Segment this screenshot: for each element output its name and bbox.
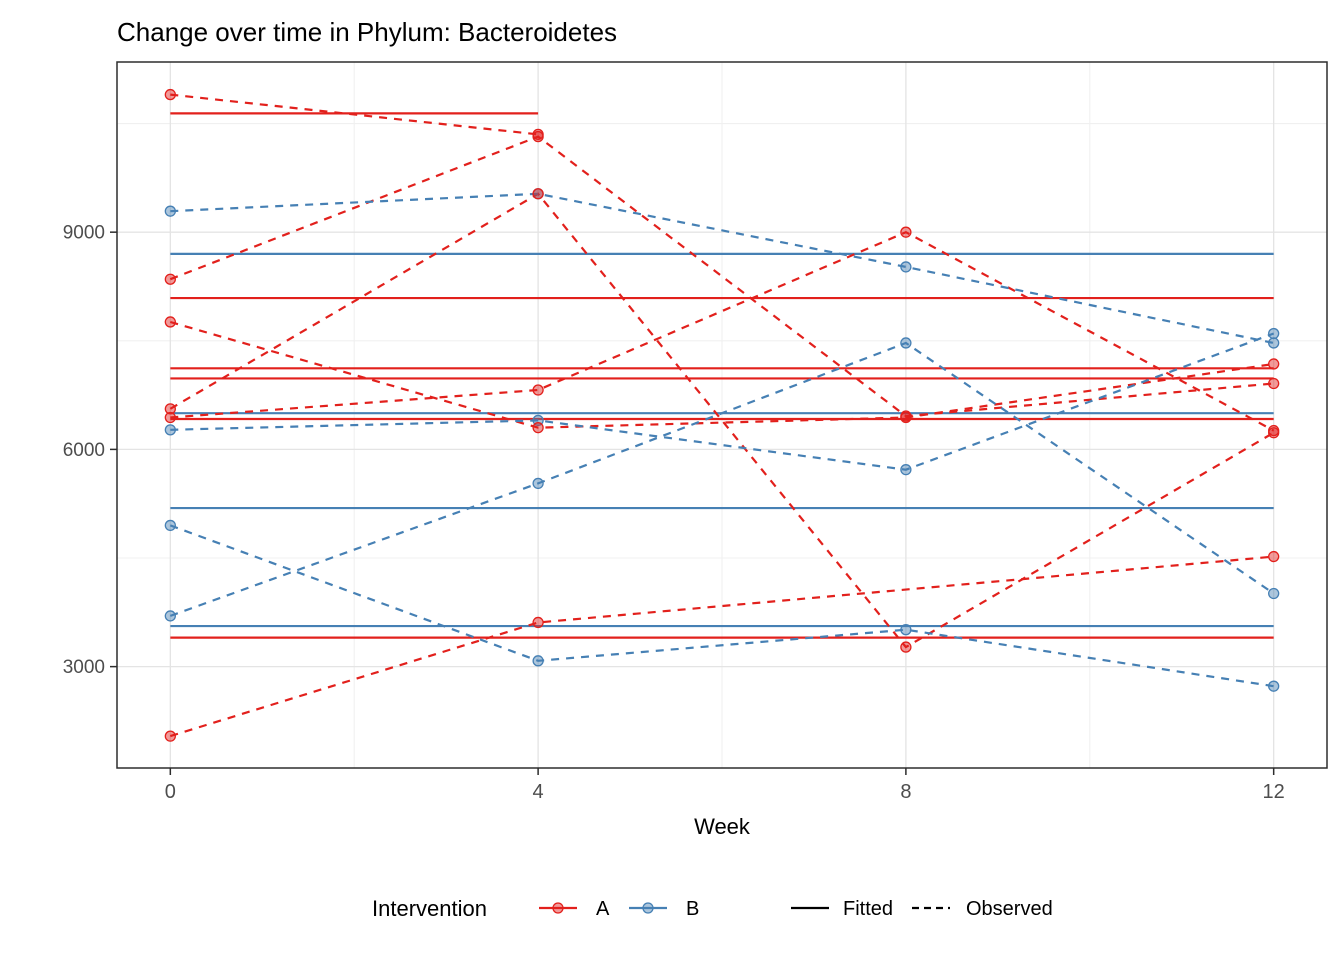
y-tick-label: 9000 xyxy=(63,223,105,244)
x-tick-label: 4 xyxy=(533,781,544,803)
data-point-A6-week4 xyxy=(532,616,544,629)
legend-label-fitted: Fitted xyxy=(843,898,893,920)
observed-line-A1 xyxy=(170,93,539,136)
y-tick-label: 6000 xyxy=(63,440,105,461)
legend-key-a-point xyxy=(552,902,564,914)
observed-line-A5 xyxy=(169,320,1274,429)
legend-label-observed: Observed xyxy=(966,898,1053,920)
x-tick-label: 8 xyxy=(900,781,911,803)
observed-line-A2 xyxy=(169,135,1274,418)
data-point-B1-week0 xyxy=(164,205,176,217)
data-point-A6-week0 xyxy=(164,730,176,742)
chart-title: Change over time in Phylum: Bacteroidete… xyxy=(117,17,617,47)
data-point-A4-week8 xyxy=(900,641,912,653)
data-point-A2-week0 xyxy=(164,273,176,285)
data-point-A5-week0 xyxy=(164,316,176,328)
data-point-A1-week0 xyxy=(164,88,176,101)
x-axis-label: Week xyxy=(694,814,751,839)
data-point-B2-week8 xyxy=(900,464,912,476)
legend-key-b-point xyxy=(642,902,654,914)
data-point-B4-week0 xyxy=(164,610,176,622)
data-point-A5-week12 xyxy=(1268,358,1280,370)
data-point-B4-week12 xyxy=(1268,587,1280,600)
data-point-B3-week0 xyxy=(164,519,176,532)
data-point-A2-week12 xyxy=(1268,377,1280,390)
observed-line-A3 xyxy=(170,230,1275,432)
axes: 3000 6000 9000 0 4 8 12 xyxy=(63,223,1285,803)
legend-label-a: A xyxy=(596,898,610,920)
observed-line-B1 xyxy=(170,192,1274,345)
data-point-A3-week12 xyxy=(1268,424,1280,437)
data-point-B2-week0 xyxy=(164,424,176,436)
plot-panel xyxy=(116,61,1328,769)
y-tick-label: 3000 xyxy=(63,657,105,678)
panel-border xyxy=(116,61,1328,769)
data-point-A3-week0 xyxy=(164,411,176,424)
data-point-A6-week12 xyxy=(1268,550,1280,563)
data-point-B1-week12 xyxy=(1268,337,1280,349)
data-point-B2-week12 xyxy=(1268,327,1280,340)
data-point-B3-week4 xyxy=(532,655,544,667)
legend: Intervention A B Fitted Observed xyxy=(372,896,1053,921)
legend-keys xyxy=(539,902,950,914)
x-tick-label: 0 xyxy=(165,781,176,803)
data-point-A3-week4 xyxy=(532,384,544,396)
observed-line-B4 xyxy=(169,341,1275,617)
data-point-A5-week4 xyxy=(532,422,544,434)
x-tick-label: 12 xyxy=(1263,781,1285,803)
data-point-A3-week8 xyxy=(900,226,912,238)
data-point-B4-week4 xyxy=(532,477,544,490)
legend-label-b: B xyxy=(686,898,699,920)
observed-line-B3 xyxy=(169,524,1274,688)
data-point-B4-week8 xyxy=(900,337,912,349)
observed-line-B2 xyxy=(170,332,1275,471)
data-point-B3-week12 xyxy=(1268,680,1280,692)
data-point-A4-week0 xyxy=(164,403,176,415)
data-point-A1-week4 xyxy=(532,128,544,141)
data-point-B3-week8 xyxy=(900,624,912,636)
data-point-B1-week8 xyxy=(900,261,912,273)
legend-title: Intervention xyxy=(372,896,487,921)
data-point-A4-week4 xyxy=(532,188,544,200)
data-point-A2-week8 xyxy=(900,410,912,422)
observed-line-A6 xyxy=(169,555,1274,738)
observed-line-A4 xyxy=(169,192,1275,649)
